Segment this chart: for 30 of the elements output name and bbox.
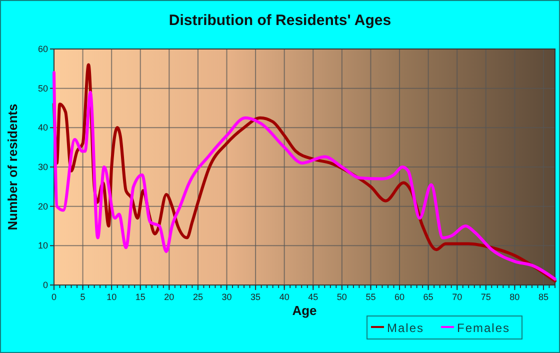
x-tick-label: 65 xyxy=(423,292,434,302)
legend-label: Females xyxy=(457,321,510,335)
legend-label: Males xyxy=(387,321,424,335)
y-tick-label: 30 xyxy=(38,162,48,172)
x-tick-label: 40 xyxy=(279,292,290,302)
y-tick-label: 40 xyxy=(38,122,48,133)
x-tick-label: 20 xyxy=(164,292,174,302)
y-tick-label: 60 xyxy=(38,44,48,54)
x-tick-label: 30 xyxy=(222,292,232,302)
y-tick-label: 0 xyxy=(42,280,48,290)
x-tick-label: 50 xyxy=(336,292,347,302)
x-tick-label: 10 xyxy=(106,292,117,302)
x-axis-title: Age xyxy=(292,303,317,318)
x-tick-label: 35 xyxy=(250,292,261,302)
y-axis-title: Number of residents xyxy=(5,104,20,230)
x-tick-label: 60 xyxy=(394,292,405,302)
y-tick-label: 50 xyxy=(38,83,48,94)
y-tick-label: 20 xyxy=(38,201,48,212)
x-tick-label: 85 xyxy=(538,292,548,302)
x-tick-label: 70 xyxy=(452,292,462,302)
x-tick-label: 45 xyxy=(308,292,318,302)
x-tick-label: 25 xyxy=(192,292,203,302)
x-tick-label: 15 xyxy=(135,292,146,302)
x-tick-label: 55 xyxy=(366,292,376,302)
x-tick-label: 80 xyxy=(510,292,520,302)
chart-title: Distribution of Residents' Ages xyxy=(168,12,392,29)
x-tick-label: 0 xyxy=(51,292,57,302)
y-tick-label: 10 xyxy=(38,240,48,251)
x-tick-label: 75 xyxy=(480,292,491,302)
x-tick-label: 5 xyxy=(80,292,86,302)
